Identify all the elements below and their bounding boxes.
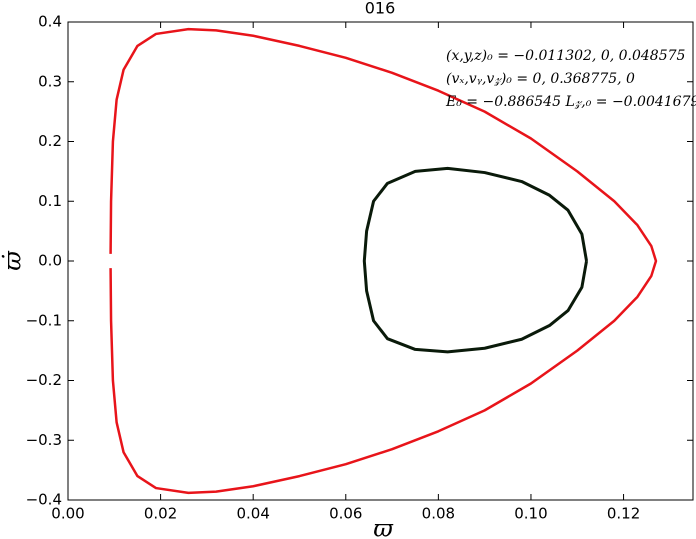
x-tick-label: 0.06 [329,505,362,523]
x-axis-label: ϖ [373,515,394,539]
x-tick-label: 0.04 [236,505,269,523]
data-line [109,27,658,495]
y-tick-label: 0.4 [38,13,62,31]
y-tick-label: −0.1 [26,311,62,329]
y-tick-label: 0.3 [38,72,62,90]
y-tick-label: 0.0 [38,252,62,270]
annotation: (x,y,z)₀ = −0.011302, 0, 0.048575 [446,48,686,64]
data-line [362,166,588,354]
x-tick-label: 0.02 [144,505,177,523]
x-tick-label: 0.12 [607,505,640,523]
y-tick-label: 0.2 [38,132,62,150]
x-tick-label: 0.10 [514,505,547,523]
annotation: E₀ = −0.886545 L𝓏,₀ = −0.0041679 [445,94,696,110]
y-tick-label: −0.4 [26,491,62,509]
y-tick-label: 0.1 [38,192,62,210]
annotation: (vₓ,vᵧ,v𝓏)₀ = 0, 0.368775, 0 [446,71,635,87]
y-axis-label: ϖ̇ [0,250,27,271]
y-tick-label: −0.3 [26,431,62,449]
y-tick-label: −0.2 [26,371,62,389]
x-tick-label: 0.00 [51,505,84,523]
chart-title: 016 [365,0,396,18]
x-tick-label: 0.08 [422,505,455,523]
